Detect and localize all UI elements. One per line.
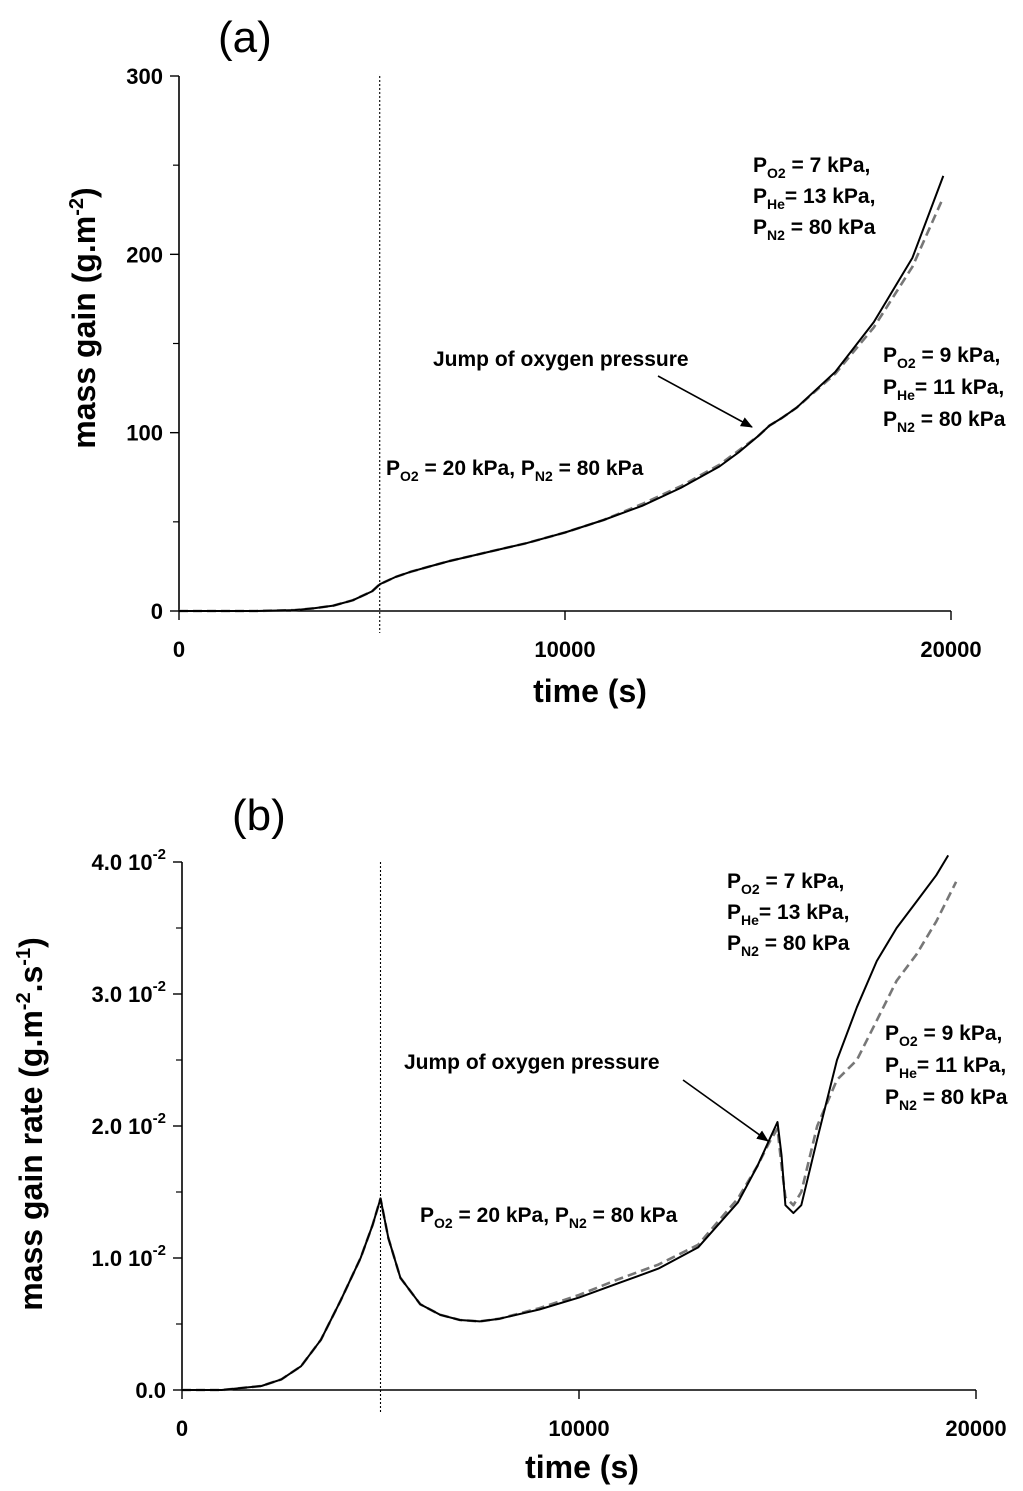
panel-a-label: (a) xyxy=(218,13,272,62)
y-tick-label: 100 xyxy=(126,421,163,446)
panel-b-annotation-o9-line3: PN2 = 80 kPa xyxy=(885,1086,1008,1113)
panel-b-xlabel: time (s) xyxy=(525,1449,639,1485)
panel-b: (b) 0.01.0 10-22.0 10-23.0 10-24.0 10-20… xyxy=(13,791,1008,1485)
y-tick-label: 3.0 10-2 xyxy=(91,978,166,1007)
panel-b-annotation-o7-line3: PN2 = 80 kPa xyxy=(727,932,850,959)
panel-a-annotation-o7-line1: PO2 = 7 kPa, xyxy=(753,154,870,181)
panel-a-annotation-o9-line2: PHe= 11 kPa, xyxy=(883,376,1004,403)
panel-b-ylabel: mass gain rate (g.m-2.s-1) xyxy=(13,937,49,1310)
panel-a-xlabel: time (s) xyxy=(533,673,647,709)
y-tick-label: 300 xyxy=(126,64,163,89)
panel-a-annotation-o7-line2: PHe= 13 kPa, xyxy=(753,185,875,212)
panel-a-ticks: 0 100 200 300 0 10000 20000 xyxy=(126,64,981,662)
y-tick-label: 2.0 10-2 xyxy=(91,1110,166,1139)
panel-a-ylabel: mass gain (g.m-2) xyxy=(66,187,102,448)
x-tick-label: 0 xyxy=(176,1416,188,1441)
y-tick-label: 0 xyxy=(151,599,163,624)
series-dashed-line xyxy=(182,881,958,1392)
panel-a: (a) 0 100 200 300 0 10000 20000 time (s) mass … xyxy=(66,13,1006,709)
panel-b-annotation-base: PO2 = 20 kPa, PN2 = 80 kPa xyxy=(420,1204,678,1231)
y-tick-label: 1.0 10-2 xyxy=(91,1242,166,1271)
panel-a-annotation-o7-line3: PN2 = 80 kPa xyxy=(753,216,876,243)
panel-a-annotation-jump: Jump of oxygen pressure xyxy=(433,348,689,371)
x-tick-label: 10000 xyxy=(548,1416,609,1441)
panel-b-annotation-jump: Jump of oxygen pressure xyxy=(404,1051,660,1074)
series-solid-line xyxy=(182,854,950,1391)
y-tick-label: 200 xyxy=(126,242,163,267)
x-tick-label: 20000 xyxy=(945,1416,1006,1441)
series-dashed-line xyxy=(179,196,945,613)
panel-b-label: (b) xyxy=(232,791,286,840)
panel-b-plot-area xyxy=(181,854,976,1412)
y-tick-label: 4.0 10-2 xyxy=(91,846,166,875)
x-tick-label: 20000 xyxy=(920,637,981,662)
panel-a-annotation-base: PO2 = 20 kPa, PN2 = 80 kPa xyxy=(386,457,644,484)
panel-a-annotation-o9-line3: PN2 = 80 kPa xyxy=(883,408,1006,435)
y-tick-label: 0.0 xyxy=(135,1378,166,1403)
panel-b-annotation-o7-line2: PHe= 13 kPa, xyxy=(727,901,849,928)
panel-b-annotation-o9-line1: PO2 = 9 kPa, xyxy=(885,1022,1002,1049)
panel-a-annotation-o9-line1: PO2 = 9 kPa, xyxy=(883,344,1000,371)
panel-b-annotation-o9-line2: PHe= 11 kPa, xyxy=(885,1054,1006,1081)
x-tick-label: 0 xyxy=(173,637,185,662)
x-tick-label: 10000 xyxy=(534,637,595,662)
panel-b-ticks: 0.0 1.0 10-2 2.0 10-2 3.0 10-2 4.0 10-2 0 1000… xyxy=(91,846,1006,1441)
panel-b-annotation-o7-line1: PO2 = 7 kPa, xyxy=(727,870,844,897)
panel-a-jump-arrow xyxy=(657,375,753,428)
panel-b-jump-arrow xyxy=(682,1079,769,1142)
series-solid-line xyxy=(179,175,945,612)
